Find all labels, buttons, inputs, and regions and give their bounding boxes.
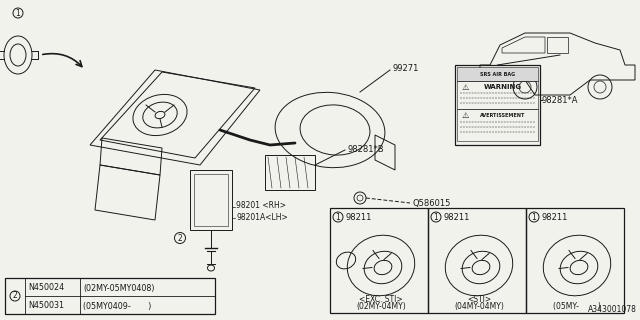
Text: 98211: 98211 <box>541 212 568 221</box>
Text: (04MY-04MY): (04MY-04MY) <box>454 301 504 310</box>
Text: 2: 2 <box>178 234 182 243</box>
Text: (02MY-05MY0408): (02MY-05MY0408) <box>83 284 154 292</box>
Text: N450024: N450024 <box>28 284 64 292</box>
Text: 1: 1 <box>532 212 536 221</box>
Text: ⚠: ⚠ <box>461 83 468 92</box>
Bar <box>457 67 538 81</box>
Text: (05MY-        ): (05MY- ) <box>553 301 601 310</box>
Bar <box>190 170 232 230</box>
Bar <box>330 208 428 313</box>
Text: 1: 1 <box>434 212 438 221</box>
Text: ⚠: ⚠ <box>461 110 468 119</box>
Text: SRS AIR BAG: SRS AIR BAG <box>480 71 515 76</box>
Text: 98201 <RH>: 98201 <RH> <box>236 201 286 210</box>
Text: <STI>: <STI> <box>467 294 491 303</box>
Bar <box>194 174 228 226</box>
Text: <EXC. STI>: <EXC. STI> <box>359 294 403 303</box>
Text: AVERTISSEMENT: AVERTISSEMENT <box>480 113 525 117</box>
Bar <box>526 208 624 313</box>
Text: 2: 2 <box>13 292 17 300</box>
Bar <box>265 155 315 190</box>
Text: 98201A<LH>: 98201A<LH> <box>236 212 288 221</box>
Bar <box>455 65 540 145</box>
Text: WARNING: WARNING <box>483 84 522 90</box>
Text: 1: 1 <box>15 9 20 18</box>
Text: 98211: 98211 <box>345 212 371 221</box>
Text: N450031: N450031 <box>28 301 64 310</box>
Bar <box>5 278 25 314</box>
Text: 99271: 99271 <box>392 63 419 73</box>
Text: 98281*B: 98281*B <box>347 145 383 154</box>
Text: 98281*A: 98281*A <box>542 95 579 105</box>
Bar <box>457 81 538 109</box>
Bar <box>428 208 526 313</box>
Text: (02MY-04MY): (02MY-04MY) <box>356 301 406 310</box>
Bar <box>5 278 215 314</box>
Text: Q586015: Q586015 <box>412 198 451 207</box>
Bar <box>457 109 538 141</box>
Text: (05MY0409-       ): (05MY0409- ) <box>83 301 152 310</box>
Text: A343001078: A343001078 <box>588 305 637 314</box>
Text: 1: 1 <box>335 212 340 221</box>
Text: 98211: 98211 <box>443 212 469 221</box>
